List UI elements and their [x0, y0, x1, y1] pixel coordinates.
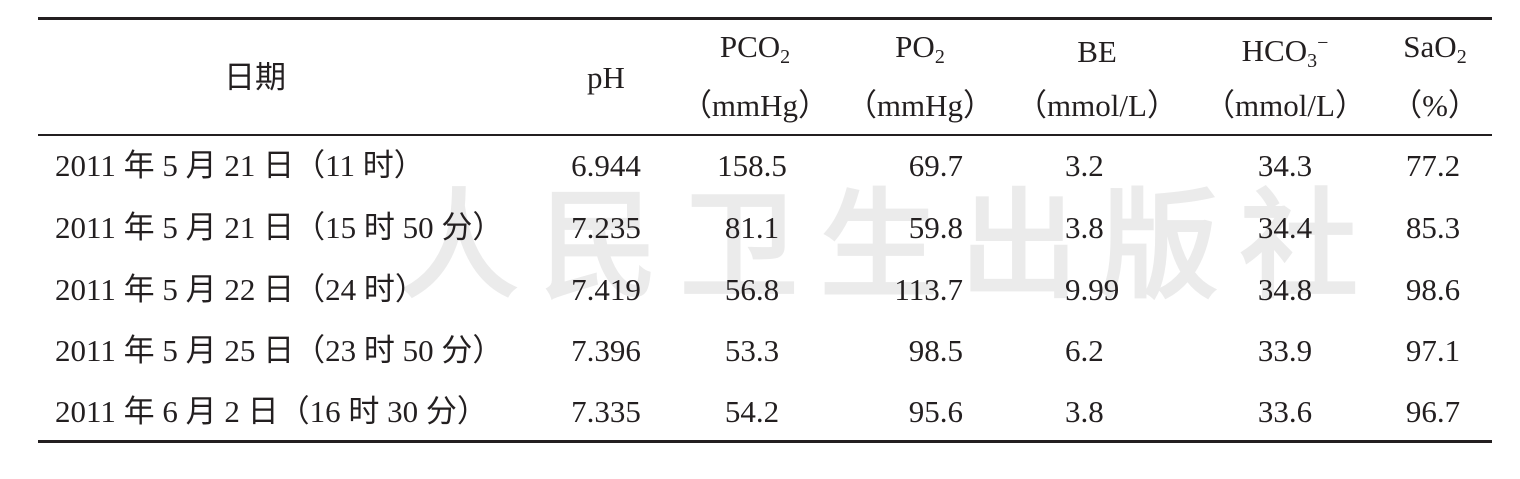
value-cell: 6.944 [571, 148, 641, 183]
bottom-rule [38, 440, 1492, 443]
value-cell: 95.6 [908, 394, 963, 429]
value-cell: 98.6 [1405, 272, 1461, 307]
value-cell: 97.1 [1405, 333, 1461, 368]
value-cell: 7.419 [571, 272, 641, 307]
header-text: HCO [1241, 33, 1308, 68]
header-sub: 2 [780, 46, 791, 68]
value-cell: 9.99 [1065, 272, 1120, 307]
header-cell: pH [587, 60, 625, 96]
value-cell: 53.3 [724, 333, 780, 368]
value-cell: 113.7 [894, 272, 963, 307]
header-sub: 2 [1456, 46, 1467, 68]
value-cell: 85.3 [1405, 210, 1461, 245]
date-cell: 2011 年 6 月 2 日（16 时 30 分） [55, 394, 488, 429]
value-cell: 34.3 [1257, 148, 1313, 183]
header-cell: HCO3− [1242, 25, 1329, 79]
header-cell: PO2 [895, 29, 945, 75]
value-cell: 34.4 [1257, 210, 1313, 245]
value-cell: 6.2 [1065, 333, 1104, 368]
header-text: BE [1077, 34, 1117, 69]
date-cell: 2011 年 5 月 22 日（24 时） [55, 272, 426, 307]
value-cell: 69.7 [908, 148, 963, 183]
value-cell: 158.5 [717, 148, 787, 183]
value-cell: 81.1 [724, 210, 780, 245]
value-cell: 54.2 [724, 394, 780, 429]
value-cell: 7.396 [571, 333, 641, 368]
header-unit: （%） [1391, 88, 1479, 123]
header-cell: SaO2 [1403, 29, 1466, 75]
value-cell: 33.9 [1257, 333, 1313, 368]
date-cell: 2011 年 5 月 21 日（11 时） [55, 148, 425, 183]
value-cell: 3.8 [1065, 210, 1104, 245]
header-unit: （mmHg） [845, 88, 995, 123]
value-cell: 3.2 [1065, 148, 1104, 183]
value-cell: 3.8 [1065, 394, 1104, 429]
value-cell: 98.5 [908, 333, 963, 368]
header-cell: 日期 [224, 60, 286, 96]
value-cell: 34.8 [1257, 272, 1313, 307]
header-unit: （mmHg） [680, 88, 830, 123]
header-unit: （mmol/L） [1016, 88, 1178, 123]
header-text: PO [895, 29, 935, 64]
header-sub: 2 [934, 46, 945, 68]
header-text: pH [587, 60, 625, 95]
header-text: PCO [719, 29, 781, 64]
header-text: SaO [1403, 29, 1457, 64]
top-rule [38, 17, 1492, 20]
header-cell: PCO2 [720, 29, 790, 75]
date-cell: 2011 年 5 月 21 日（15 时 50 分） [55, 210, 504, 245]
value-cell: 77.2 [1405, 148, 1461, 183]
header-text: 日期 [224, 60, 286, 95]
header-sup: − [1317, 32, 1329, 54]
value-cell: 56.8 [724, 272, 780, 307]
value-cell: 96.7 [1405, 394, 1461, 429]
value-cell: 59.8 [908, 210, 963, 245]
header-sub: 3 [1307, 50, 1318, 72]
header-unit: （mmol/L） [1204, 88, 1366, 123]
header-cell: BE [1077, 34, 1117, 70]
header-rule [38, 134, 1492, 136]
value-cell: 33.6 [1257, 394, 1313, 429]
date-cell: 2011 年 5 月 25 日（23 时 50 分） [55, 333, 504, 368]
value-cell: 7.335 [571, 394, 641, 429]
value-cell: 7.235 [571, 210, 641, 245]
watermark: 人民卫生出版社 [400, 176, 1381, 315]
